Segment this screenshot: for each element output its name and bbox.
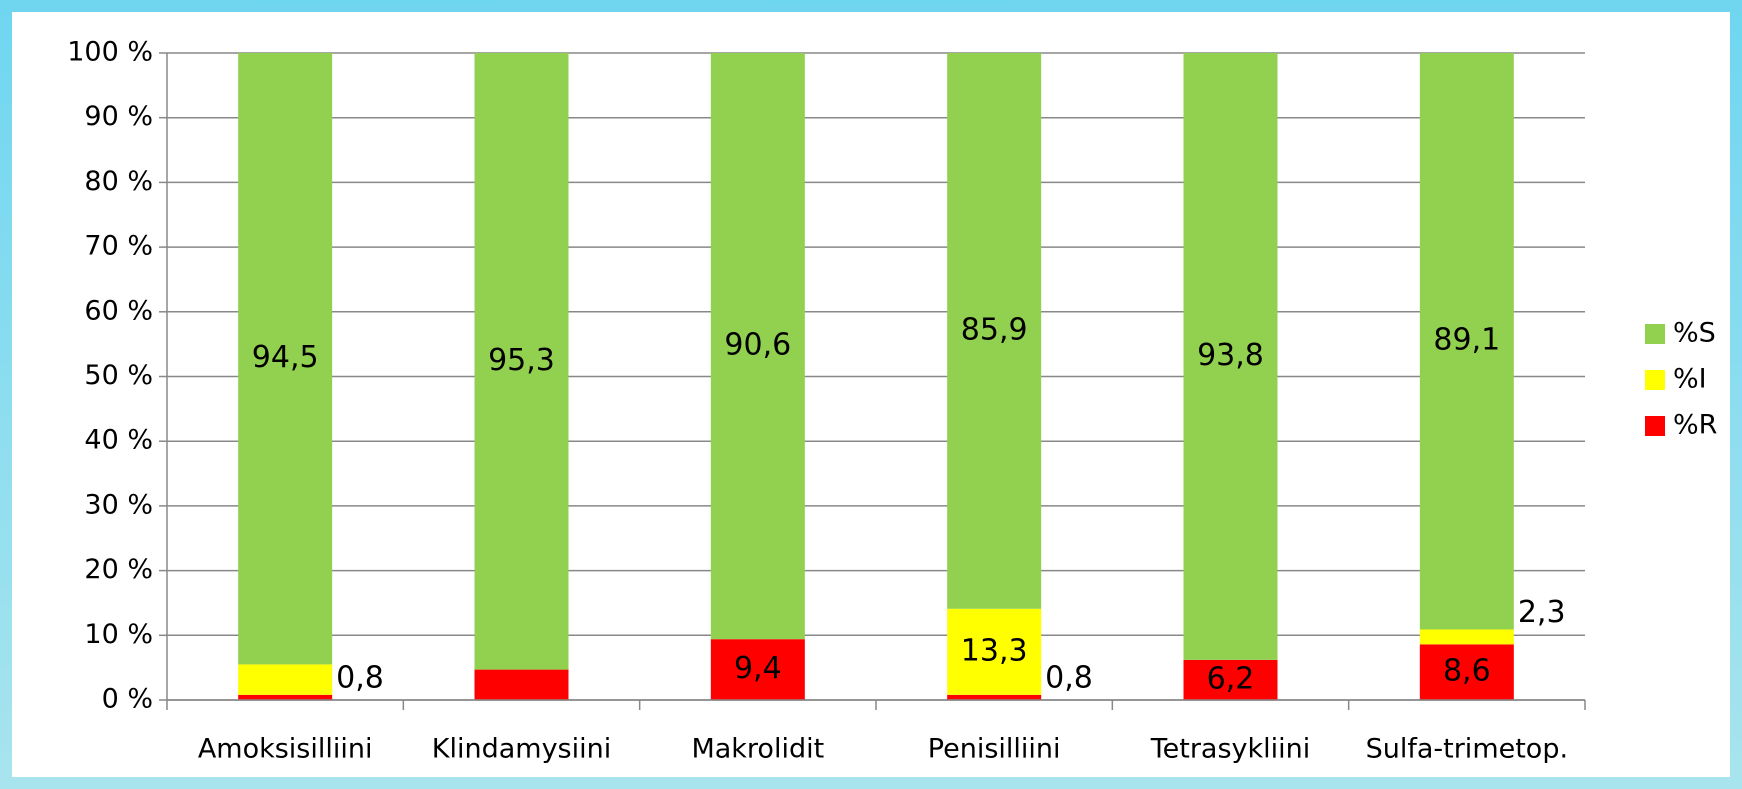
x-tick-label: Klindamysiini bbox=[432, 734, 611, 765]
x-tick-label: Makrolidit bbox=[691, 734, 824, 765]
y-tick-label: 100 % bbox=[67, 37, 153, 68]
bar-segment bbox=[238, 694, 333, 700]
bar-segment bbox=[1419, 629, 1514, 645]
data-label: 9,4 bbox=[734, 651, 782, 686]
bar-segment bbox=[710, 639, 805, 700]
data-label: 94,5 bbox=[252, 340, 319, 375]
data-label: 89,1 bbox=[1433, 323, 1500, 358]
data-label: 93,8 bbox=[1197, 338, 1264, 373]
y-tick-label: 70 % bbox=[84, 231, 153, 262]
bar-segment bbox=[1183, 659, 1278, 700]
y-tick-label: 50 % bbox=[84, 360, 153, 391]
y-tick-label: 80 % bbox=[84, 166, 153, 197]
y-tick-label: 60 % bbox=[84, 295, 153, 326]
x-tick-label: Tetrasykliini bbox=[1150, 734, 1311, 765]
legend-label: %S bbox=[1673, 318, 1716, 349]
data-label: 0,8 bbox=[336, 660, 384, 695]
legend-swatch bbox=[1645, 416, 1665, 436]
y-tick-label: 0 % bbox=[102, 684, 153, 715]
legend-swatch bbox=[1645, 370, 1665, 390]
x-tick-label: Amoksisilliini bbox=[198, 734, 373, 765]
data-label: 85,9 bbox=[961, 312, 1028, 347]
bar-segment bbox=[947, 53, 1042, 609]
y-tick-label: 90 % bbox=[84, 101, 153, 132]
y-tick-label: 20 % bbox=[84, 554, 153, 585]
bar-segment bbox=[474, 53, 569, 670]
bar-segment bbox=[1183, 53, 1278, 660]
bar-segment bbox=[947, 694, 1042, 700]
y-tick-label: 40 % bbox=[84, 425, 153, 456]
data-label: 2,3 bbox=[1518, 595, 1566, 630]
legend-label: %R bbox=[1673, 410, 1717, 441]
x-tick-label: Penisilliini bbox=[928, 734, 1061, 765]
data-label: 13,3 bbox=[961, 633, 1028, 668]
data-label: 90,6 bbox=[724, 328, 791, 363]
legend-label: %I bbox=[1673, 364, 1707, 395]
y-tick-label: 10 % bbox=[84, 619, 153, 650]
bar-segment bbox=[238, 53, 333, 665]
chart: 0 % 10 % 20 % 30 % 40 % 50 % 60 % 70 % 80 % 90 % 1… bbox=[12, 12, 1730, 777]
bar-segment bbox=[710, 53, 805, 640]
data-label: 0,8 bbox=[1045, 660, 1093, 695]
bar-segment bbox=[1419, 644, 1514, 700]
bar-segment bbox=[474, 669, 569, 700]
bar-segment bbox=[947, 608, 1042, 695]
bar-segment bbox=[1419, 53, 1514, 630]
legend-swatch bbox=[1645, 324, 1665, 344]
bar-segment bbox=[238, 664, 333, 695]
data-label: 8,6 bbox=[1443, 654, 1491, 689]
data-label: 95,3 bbox=[488, 343, 555, 378]
data-label: 6,2 bbox=[1207, 661, 1255, 696]
y-tick-label: 30 % bbox=[84, 489, 153, 520]
x-tick-label: Sulfa-trimetop. bbox=[1366, 734, 1568, 765]
